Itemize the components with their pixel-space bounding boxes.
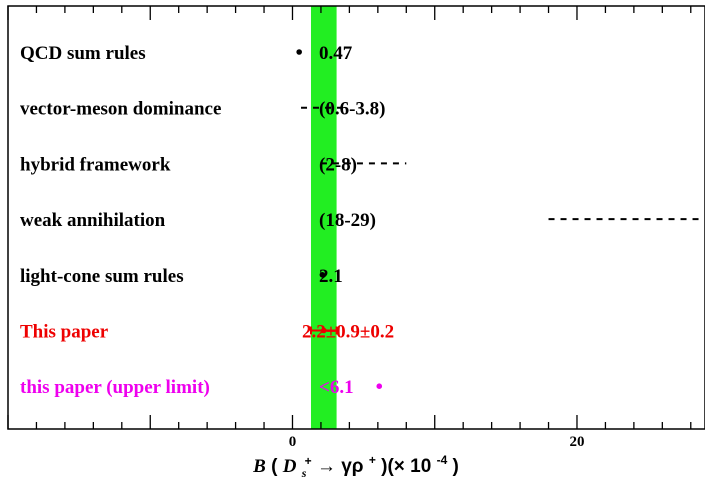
x-tick-label: 20	[569, 434, 584, 450]
data-point	[376, 383, 383, 390]
row-value: 2.2±0.9±0.2	[302, 322, 394, 343]
x-axis-title-superscript: +	[305, 454, 312, 468]
data-point	[319, 272, 326, 278]
row-value: 0.47	[319, 43, 353, 64]
row-label: QCD sum rules	[20, 43, 146, 64]
x-axis-title-unit: )(× 10	[381, 456, 431, 477]
row-value: 2.1	[319, 266, 343, 287]
x-axis-title-subscript: s	[301, 466, 307, 480]
x-axis-title-exponent: -4	[437, 453, 448, 467]
x-axis-title-close: )	[453, 456, 459, 477]
data-point	[320, 327, 327, 334]
x-axis-title-lparen: (	[271, 456, 278, 477]
row-value: (2-8)	[319, 154, 357, 175]
row-value: (0.6-3.8)	[319, 99, 385, 120]
row-label: This paper	[20, 322, 109, 343]
x-axis-title-arrow: → γρ	[317, 456, 364, 477]
row-value: <6.1	[319, 377, 354, 398]
data-point	[296, 49, 302, 55]
plot-frame	[7, 5, 705, 430]
measurement-band	[310, 6, 337, 429]
x-axis-title-particle: D	[282, 456, 297, 477]
x-axis-title-superscript2: +	[369, 453, 376, 467]
x-axis-title: B ( D s + → γρ + )(× 10 -4 )	[252, 448, 459, 482]
row-label: hybrid framework	[20, 154, 171, 175]
row-label: weak annihilation	[20, 210, 166, 231]
row-label: vector-meson dominance	[20, 99, 221, 120]
x-tick-label: 0	[289, 434, 297, 450]
row-label: this paper (upper limit)	[20, 377, 210, 398]
row-value: (18-29)	[319, 210, 376, 231]
row-label: light-cone sum rules	[20, 266, 184, 287]
x-axis-title-symbol: B	[252, 456, 266, 477]
